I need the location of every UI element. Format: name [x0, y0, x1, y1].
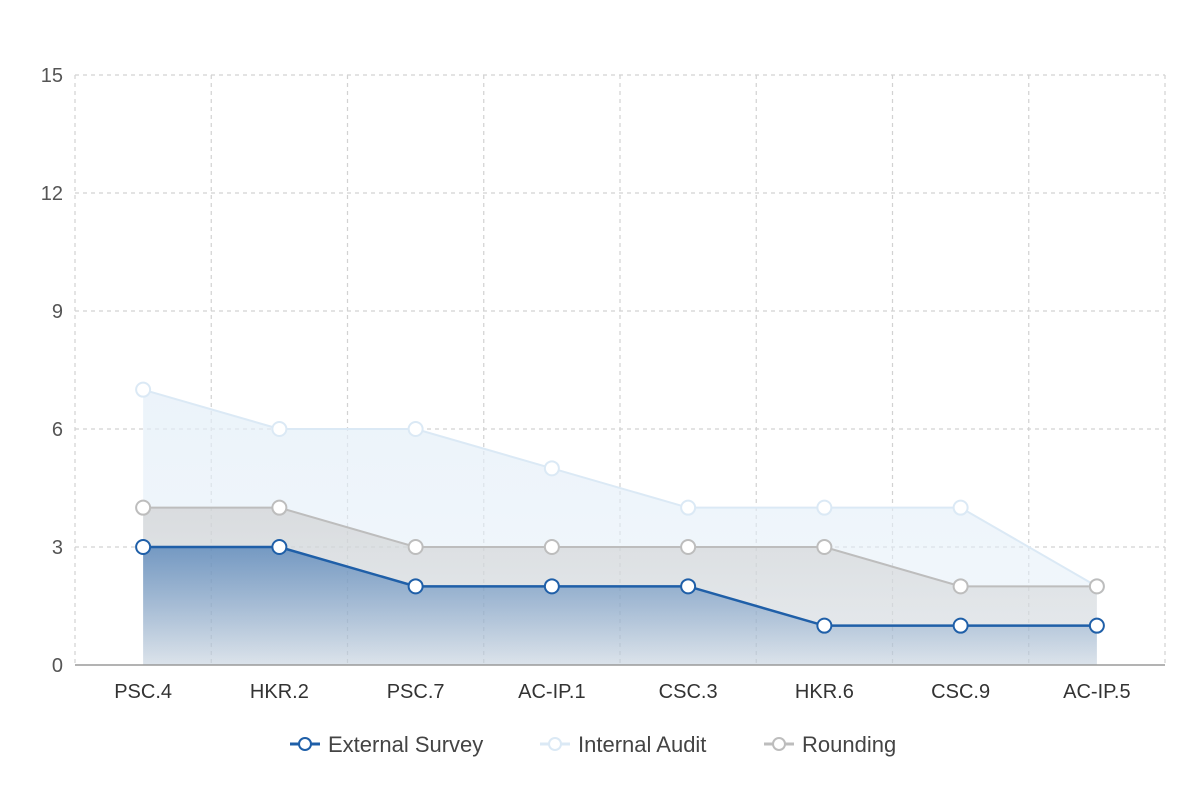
x-tick-label: CSC.3 — [659, 681, 718, 703]
data-point[interactable] — [952, 578, 969, 595]
series-line-2 — [143, 506, 1097, 588]
legend-marker — [548, 737, 562, 751]
y-tick-label: 3 — [52, 537, 63, 559]
data-point[interactable] — [135, 499, 152, 516]
data-point[interactable] — [407, 421, 424, 437]
x-tick-label: HKR.6 — [795, 681, 854, 703]
y-tick-label: 9 — [52, 301, 63, 323]
data-point[interactable] — [816, 539, 833, 555]
data-point[interactable] — [543, 539, 560, 555]
data-point[interactable] — [271, 499, 288, 516]
legend-label: External Survey — [328, 732, 483, 757]
series-line-0 — [143, 545, 1097, 627]
data-point[interactable] — [1088, 617, 1105, 634]
data-point[interactable] — [680, 499, 697, 516]
data-point[interactable] — [952, 499, 969, 516]
y-axis: 0 3 6 9 12 15 — [41, 65, 63, 677]
y-tick-label: 15 — [41, 65, 63, 87]
data-point[interactable] — [816, 499, 833, 516]
legend: External Survey Internal Audit Rounding — [290, 732, 896, 757]
data-point[interactable] — [271, 421, 288, 437]
data-point[interactable] — [816, 617, 833, 634]
series-points — [135, 381, 1105, 634]
data-point[interactable] — [1088, 578, 1105, 595]
data-point[interactable] — [407, 539, 424, 555]
y-tick-label: 0 — [52, 655, 63, 677]
data-point[interactable] — [407, 578, 424, 595]
x-tick-label: PSC.4 — [114, 681, 172, 703]
x-tick-label: PSC.7 — [387, 681, 445, 703]
data-point[interactable] — [135, 539, 152, 555]
data-point[interactable] — [271, 539, 288, 555]
x-tick-label: AC-IP.5 — [1063, 681, 1130, 703]
data-point[interactable] — [952, 617, 969, 634]
legend-label: Internal Audit — [578, 732, 706, 757]
series-lines — [142, 388, 1098, 627]
legend-item-2[interactable]: Rounding — [764, 732, 896, 757]
x-tick-label: CSC.9 — [931, 681, 990, 703]
series-line-1 — [142, 388, 1098, 588]
data-point[interactable] — [135, 381, 152, 398]
legend-item-0[interactable]: External Survey — [290, 732, 483, 757]
legend-label: Rounding — [802, 732, 896, 757]
y-tick-label: 6 — [52, 419, 63, 441]
x-tick-label: AC-IP.1 — [518, 681, 585, 703]
legend-item-1[interactable]: Internal Audit — [540, 732, 706, 757]
legend-marker — [298, 737, 312, 751]
x-tick-label: HKR.2 — [250, 681, 309, 703]
data-point[interactable] — [680, 539, 697, 555]
x-axis: PSC.4 HKR.2 PSC.7 AC-IP.1 CSC.3 HKR.6 CSC.9 AC-… — [75, 664, 1165, 703]
data-point[interactable] — [543, 578, 560, 595]
legend-marker — [772, 737, 786, 751]
data-point[interactable] — [543, 460, 560, 477]
data-point[interactable] — [680, 578, 697, 595]
y-tick-label: 12 — [41, 183, 63, 205]
